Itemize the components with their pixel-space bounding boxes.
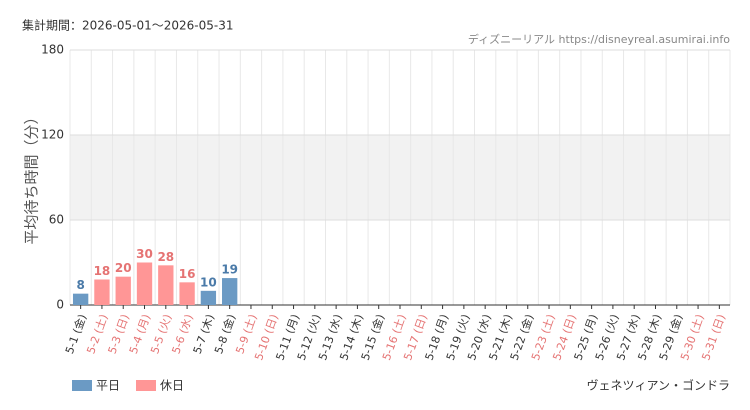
bar [94,279,110,305]
data-label: 20 [115,261,132,275]
y-tick-label: 120 [41,128,64,142]
bar [115,276,131,305]
y-tick-label: 60 [49,213,64,227]
legend-label: 平日 [96,379,120,393]
data-label: 16 [179,267,196,281]
legend-label: 休日 [160,379,184,393]
period: 集計期間：2026-05-01～2026-05-31 [22,18,233,33]
data-label: 18 [94,264,111,278]
data-label: 10 [200,275,217,289]
data-label: 30 [136,247,153,261]
bar [136,262,153,305]
shaded-band [70,135,730,220]
y-axis-label: 平均待ち時間（分） [23,109,41,244]
bar [200,290,217,305]
bar [72,293,89,305]
source: ディズニーリアル https://disneyreal.asumirai.inf… [468,32,730,46]
data-label: 28 [157,250,174,264]
bar [158,265,174,305]
attraction: ヴェネツィアン・ゴンドラ [586,378,730,393]
y-tick-label: 180 [41,43,64,57]
legend-swatch [72,380,92,391]
y-tick-label: 0 [56,298,64,312]
legend-swatch [136,380,156,391]
bar [179,282,195,305]
data-label: 19 [221,263,238,277]
bar [222,278,238,305]
data-label: 8 [76,278,84,292]
